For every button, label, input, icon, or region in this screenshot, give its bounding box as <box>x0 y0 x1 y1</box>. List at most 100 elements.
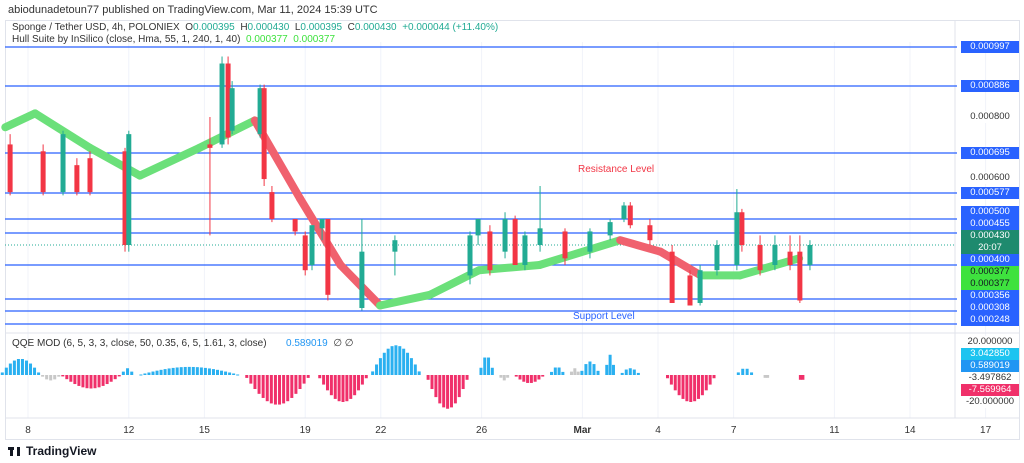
qqe-bar <box>798 375 802 380</box>
qqe-bar <box>689 375 693 402</box>
price-label: 0.000356 <box>961 290 1019 302</box>
qqe-bar <box>113 375 117 380</box>
qqe-bar <box>483 357 487 375</box>
qqe-bar <box>220 370 224 375</box>
qqe-bar <box>561 371 565 375</box>
qqe-title[interactable]: QQE MOD (6, 5, 3, 3, close, 50, 0.35, 6,… <box>12 338 267 349</box>
candle-body <box>807 245 813 265</box>
qqe-bar <box>375 364 379 375</box>
candle-body <box>207 144 213 148</box>
high-value: 0.000430 <box>247 22 290 33</box>
price-label: 20:07 <box>961 242 1019 254</box>
candle-body <box>757 245 763 271</box>
qqe-bar <box>126 368 130 375</box>
qqe-bar <box>741 368 745 375</box>
candle-body <box>225 63 231 138</box>
qqe-bar <box>442 375 446 408</box>
qqe-bar <box>33 367 37 375</box>
hull-segment <box>85 143 144 180</box>
price-label: 0.000430 <box>961 230 1019 242</box>
qqe-bar <box>413 364 417 375</box>
qqe-bar <box>382 352 386 375</box>
candle-body <box>229 88 235 131</box>
open-value: 0.000395 <box>193 22 235 33</box>
qqe-bar <box>736 372 740 375</box>
qqe-bar <box>611 364 615 375</box>
qqe-bar <box>298 375 302 390</box>
candle-body <box>257 88 263 135</box>
candle-body <box>60 134 66 193</box>
qqe-bar <box>4 367 8 375</box>
hull-value-1: 0.000377 <box>246 34 288 45</box>
qqe-bar <box>151 371 155 375</box>
candle-body <box>522 235 528 265</box>
candle-body <box>87 158 93 193</box>
hull-segment <box>1 109 40 132</box>
hull-segment <box>656 247 705 280</box>
qqe-bar <box>526 375 530 383</box>
low-value: 0.000395 <box>300 22 343 33</box>
time-label: 12 <box>123 425 135 436</box>
price-label: 0.000695 <box>961 147 1019 159</box>
qqe-bar <box>522 375 526 382</box>
qqe-bar <box>49 375 53 381</box>
qqe-bar <box>228 372 232 375</box>
qqe-bar <box>665 375 669 379</box>
qqe-bar <box>708 375 712 385</box>
qqe-bar <box>121 371 125 375</box>
qqe-bar <box>681 375 685 399</box>
time-label: 22 <box>375 425 387 436</box>
qqe-bar <box>669 375 673 385</box>
qqe-bar <box>130 371 134 375</box>
qqe-bar <box>139 374 143 376</box>
price-label: 0.000308 <box>961 302 1019 314</box>
qqe-bar <box>171 367 175 375</box>
qqe-bar <box>553 367 557 375</box>
candle-body <box>359 251 365 308</box>
qqe-bar <box>37 372 41 375</box>
qqe-bar <box>506 375 510 378</box>
time-label: 26 <box>476 425 488 436</box>
price-label: 0.000500 <box>961 206 1019 218</box>
qqe-bar <box>712 375 716 379</box>
qqe-bar <box>105 375 109 385</box>
qqe-bar <box>446 375 450 409</box>
qqe-bar <box>745 368 749 375</box>
price-label: 0.000600 <box>961 172 1019 184</box>
qqe-bar <box>294 375 298 394</box>
qqe-bar <box>386 348 390 375</box>
qqe-bar <box>179 367 183 375</box>
price-label: 0.000577 <box>961 187 1019 199</box>
qqe-bar <box>93 375 97 389</box>
hull-title[interactable]: Hull Suite by InSilico (close, Hma, 55, … <box>12 34 241 45</box>
candle-body <box>537 228 543 245</box>
qqe-bar <box>502 375 506 381</box>
qqe-bar <box>457 375 461 398</box>
qqe-bar <box>89 375 93 389</box>
qqe-bar <box>697 375 701 399</box>
hull-segment <box>31 109 94 152</box>
qqe-bar <box>195 367 199 375</box>
candle-body <box>687 275 693 306</box>
qqe-bar <box>325 375 329 391</box>
candle-body <box>325 219 331 295</box>
candle-body <box>627 205 633 226</box>
candle-body <box>126 134 132 245</box>
qqe-bar <box>41 375 45 377</box>
qqe-bar <box>588 361 592 375</box>
qqe-bar <box>487 357 491 375</box>
qqe-bar <box>318 375 322 379</box>
qqe-bar <box>147 372 151 375</box>
price-label: 0.000886 <box>961 80 1019 92</box>
tradingview-logo[interactable]: TradingView <box>8 444 96 458</box>
qqe-bar <box>236 374 240 376</box>
qqe-bar <box>596 370 600 375</box>
qqe-bar <box>337 375 341 402</box>
qqe-bar <box>77 375 81 386</box>
logo-text: TradingView <box>26 444 97 458</box>
symbol-title[interactable]: Sponge / Tether USD, 4h, POLONIEX <box>12 22 180 33</box>
qqe-bar <box>199 367 203 375</box>
qqe-bar <box>624 369 628 375</box>
qqe-bar <box>584 364 588 375</box>
